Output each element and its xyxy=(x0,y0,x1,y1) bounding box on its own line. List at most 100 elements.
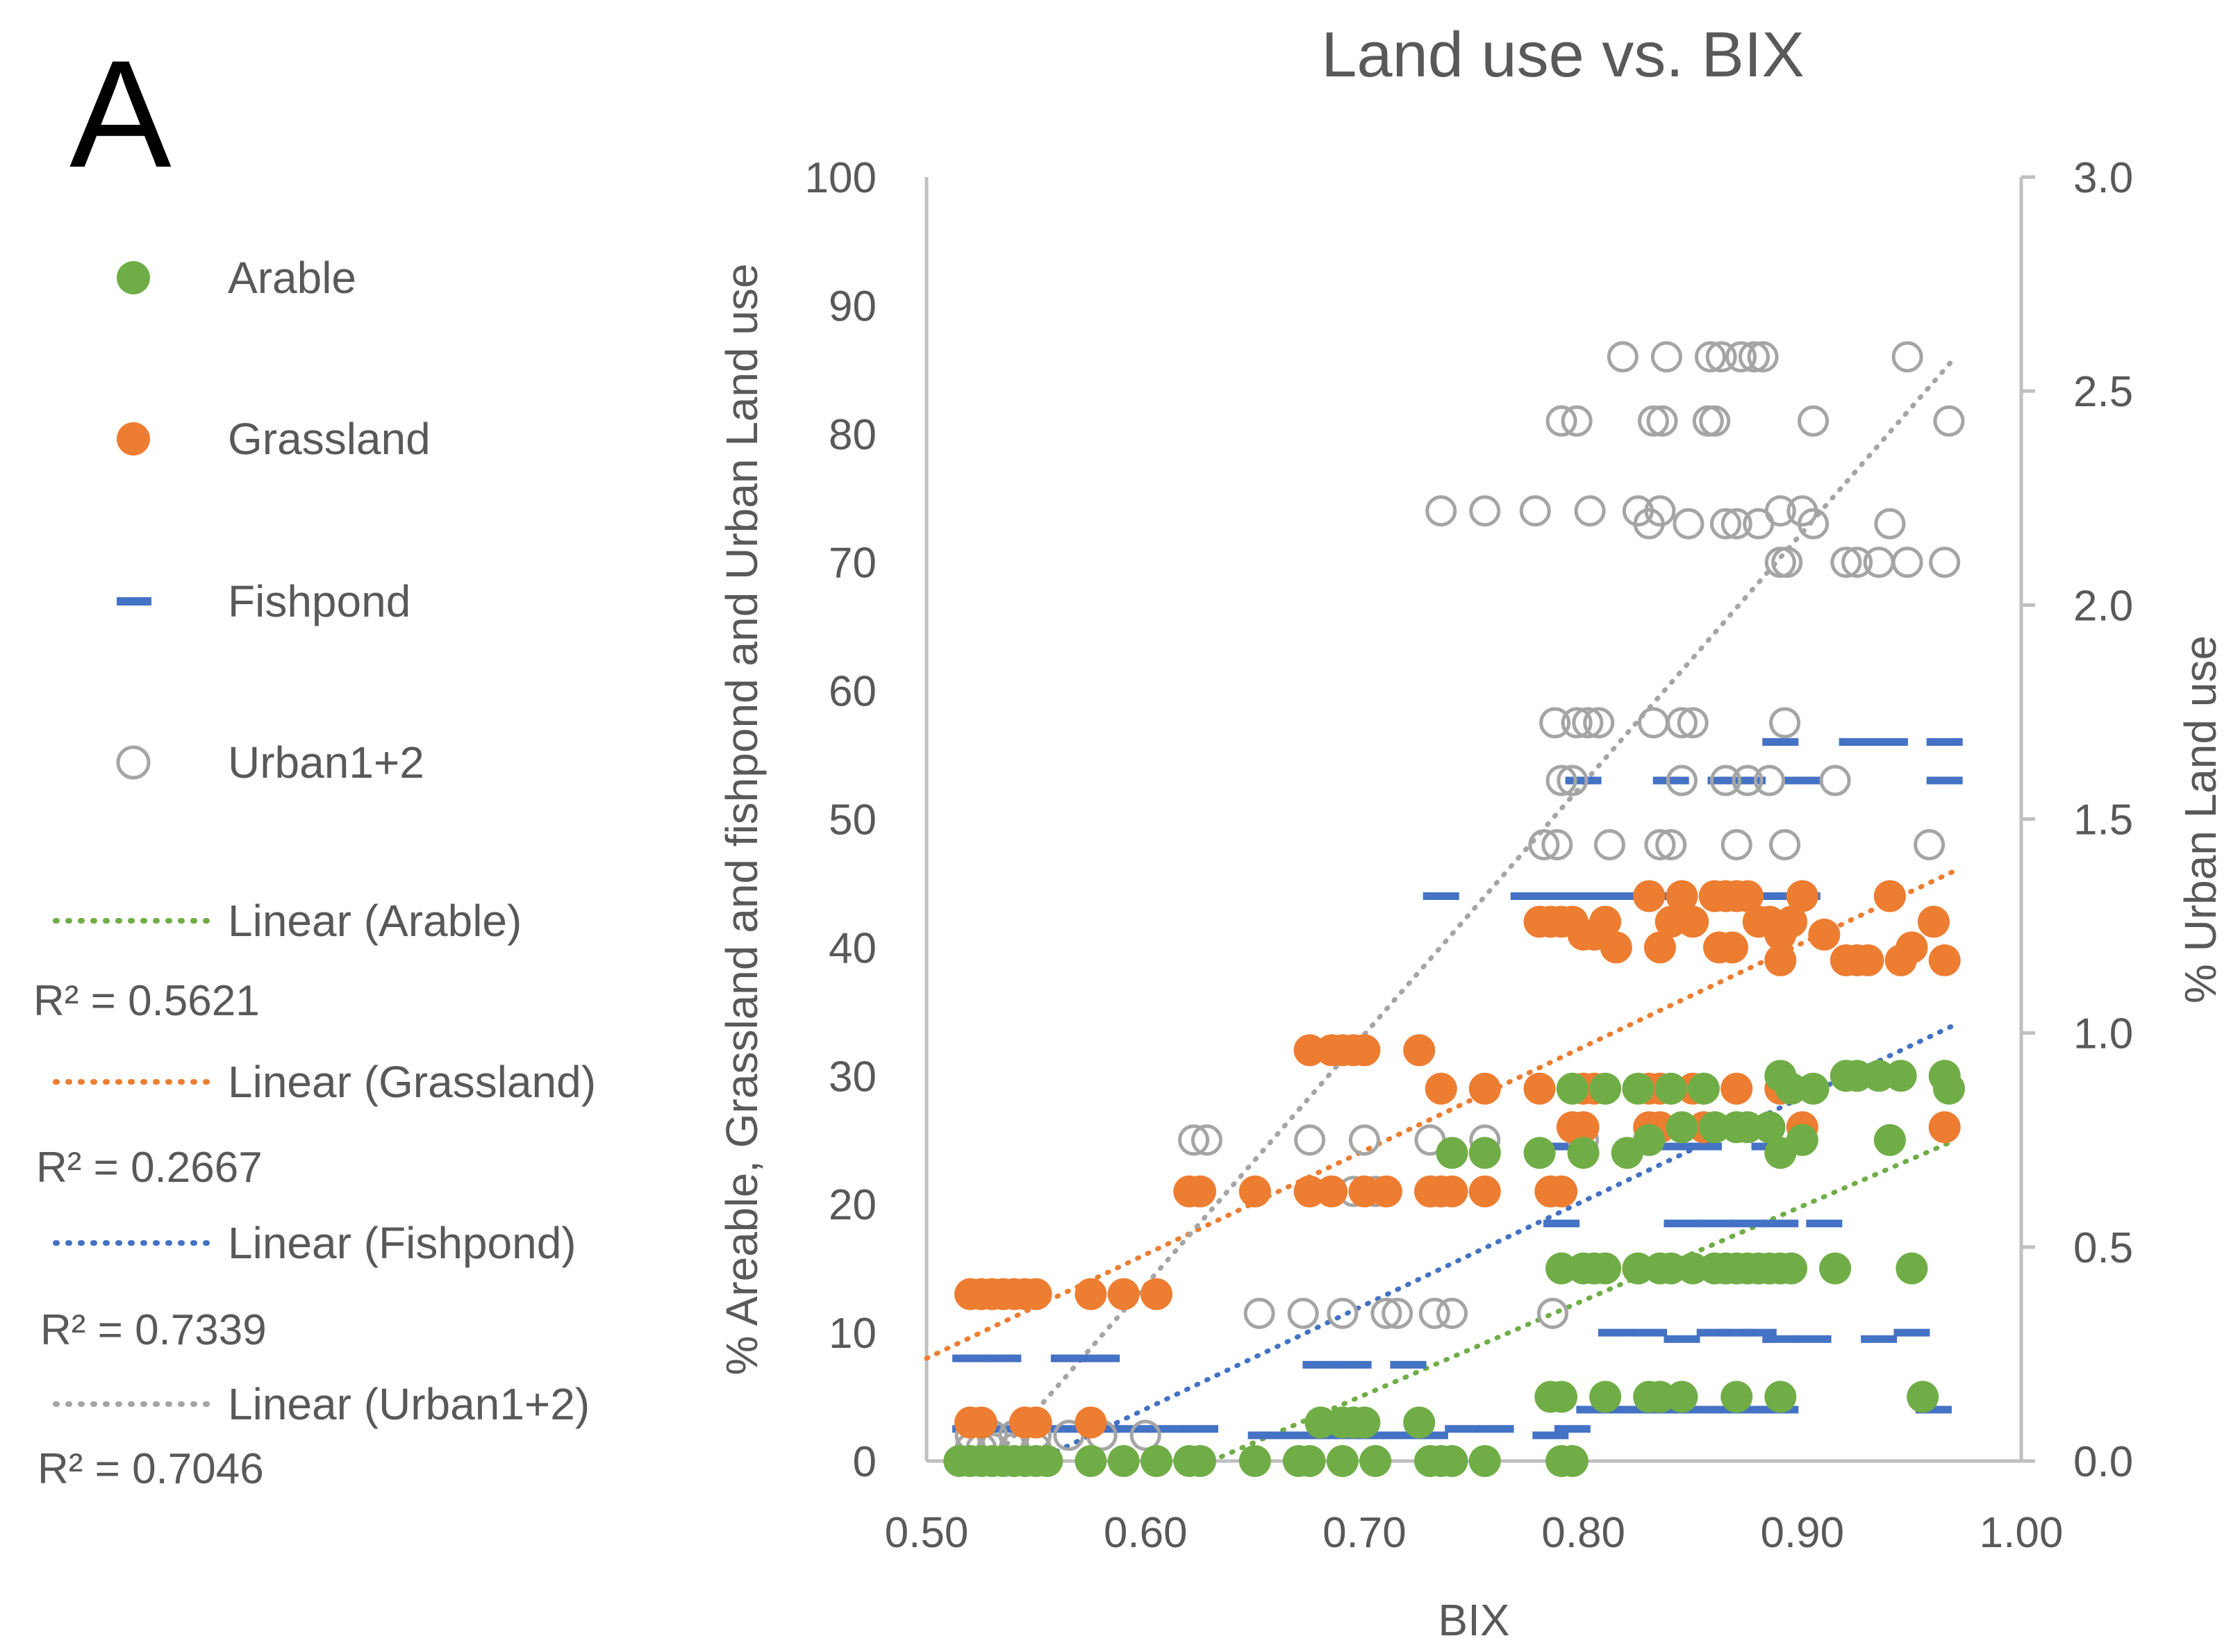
x-tick-label: 0.90 xyxy=(1760,1509,1844,1557)
y-right-tick-label: 0.5 xyxy=(2073,1224,2133,1272)
urban-point xyxy=(1528,828,1560,860)
r2-fishpond: R² = 0.7339 xyxy=(40,1306,267,1354)
urban-point xyxy=(1874,508,1906,540)
y-right-tick-label: 1.0 xyxy=(2073,1010,2133,1058)
y-right-tick-label: 2.5 xyxy=(2073,368,2133,416)
arable-point xyxy=(1687,1072,1720,1105)
grassland-point xyxy=(1928,944,1961,976)
grassland-point xyxy=(1764,944,1797,976)
arable-point xyxy=(1293,1445,1326,1477)
arable-point xyxy=(1932,1072,1965,1105)
grassland-point xyxy=(1468,1072,1501,1105)
arable-point xyxy=(1622,1072,1654,1105)
arable-point xyxy=(1873,1124,1906,1156)
urban-point xyxy=(1557,765,1589,796)
urban-point xyxy=(1819,765,1851,796)
urban-point xyxy=(1769,707,1801,739)
arable-point xyxy=(1666,1111,1698,1144)
urban-point xyxy=(1425,495,1457,527)
x-tick-label: 0.60 xyxy=(1104,1509,1188,1557)
y-left-tick-label: 20 xyxy=(829,1181,877,1229)
arable-point xyxy=(1896,1252,1928,1285)
arable-point xyxy=(1677,1252,1709,1285)
grassland-point xyxy=(1732,880,1764,912)
urban-point xyxy=(1327,1297,1359,1329)
arable-point xyxy=(1436,1137,1468,1169)
arable-point xyxy=(1556,1445,1589,1477)
arable-point xyxy=(1819,1252,1852,1285)
urban-point xyxy=(1841,547,1873,578)
grassland-point xyxy=(965,1406,997,1439)
grassland-point xyxy=(1545,1175,1578,1208)
arable-point xyxy=(1589,1072,1622,1105)
data-points xyxy=(943,341,1965,1477)
legend-trend-fishpond-label: Linear (Fishpond) xyxy=(228,1218,577,1268)
y-left-tick-label: 60 xyxy=(829,668,877,716)
grassland-point xyxy=(1633,880,1666,912)
grassland-point xyxy=(1293,1175,1326,1208)
urban-point xyxy=(1891,547,1923,578)
y-left-tick-label: 40 xyxy=(829,924,877,972)
grassland-point xyxy=(1808,918,1841,951)
arable-point xyxy=(1907,1380,1939,1413)
urban-point xyxy=(1243,1297,1275,1329)
urban-point xyxy=(1294,1124,1326,1156)
urban-point xyxy=(1561,707,1593,739)
arable-point xyxy=(1654,1252,1687,1285)
urban-point xyxy=(1129,1419,1161,1451)
urban-point xyxy=(1771,547,1803,578)
urban-point xyxy=(1607,341,1639,373)
urban-point xyxy=(1418,1297,1450,1329)
urban-point xyxy=(1370,1297,1402,1329)
y-left-tick-label: 90 xyxy=(829,283,877,331)
y-left-tick-label: 50 xyxy=(829,796,877,844)
legend-urban-label: Urban1+2 xyxy=(228,737,424,787)
r2-arable: R² = 0.5621 xyxy=(33,977,260,1025)
panel-letter: A xyxy=(69,28,172,199)
x-tick-labels: 0.50 0.60 0.70 0.80 0.90 1.00 xyxy=(885,1509,2064,1557)
urban-point xyxy=(1436,1297,1468,1329)
urban-point xyxy=(1769,828,1801,860)
grassland-point xyxy=(1107,1278,1140,1310)
arable-point xyxy=(1720,1380,1753,1413)
urban-point xyxy=(1738,341,1770,373)
grassland-point xyxy=(1425,1072,1457,1105)
legend-grassland-label: Grassland xyxy=(228,414,431,464)
y-right-tick-label: 3.0 xyxy=(2073,154,2133,202)
legend-trend-grassland-label: Linear (Grassland) xyxy=(228,1057,596,1107)
grassland-point xyxy=(1403,1034,1436,1067)
y-left-tick-label: 0 xyxy=(853,1438,877,1486)
y-left-tick-labels: 0 10 20 30 40 50 60 70 80 90 100 xyxy=(805,154,877,1486)
trendline-urban xyxy=(990,354,1958,1464)
grassland-point xyxy=(1316,1175,1348,1208)
grassland-point xyxy=(1293,1034,1326,1067)
urban-point xyxy=(1725,341,1757,373)
arable-point xyxy=(1304,1406,1337,1439)
grassland-point xyxy=(1600,931,1632,964)
urban-point xyxy=(1178,1124,1210,1156)
y-left-tick-label: 10 xyxy=(829,1310,877,1358)
grassland-point xyxy=(1775,906,1808,938)
arable-point xyxy=(1622,1252,1654,1285)
urban-point xyxy=(1287,1297,1319,1329)
urban-point xyxy=(1709,508,1741,540)
urban-point xyxy=(1348,1124,1380,1156)
grassland-point xyxy=(1677,906,1709,938)
arable-point xyxy=(1764,1380,1797,1413)
trendline-arable xyxy=(1209,1137,1958,1464)
urban-point xyxy=(1692,405,1724,437)
arable-point xyxy=(1403,1406,1436,1439)
x-tick-label: 1.00 xyxy=(1980,1509,2064,1557)
arable-point xyxy=(1184,1445,1216,1477)
trendline-grassland xyxy=(924,867,1958,1361)
urban-point xyxy=(1593,828,1625,860)
arable-point xyxy=(1775,1252,1808,1285)
urban-point xyxy=(1798,508,1830,540)
y-left-tick-label: 70 xyxy=(829,540,877,587)
urban-point xyxy=(1666,707,1698,739)
r2-urban: R² = 0.7046 xyxy=(38,1445,264,1493)
r2-grassland: R² = 0.2667 xyxy=(36,1144,263,1192)
urban-point xyxy=(1673,508,1705,540)
grassland-point xyxy=(1075,1406,1107,1439)
arable-point xyxy=(1884,1060,1917,1092)
